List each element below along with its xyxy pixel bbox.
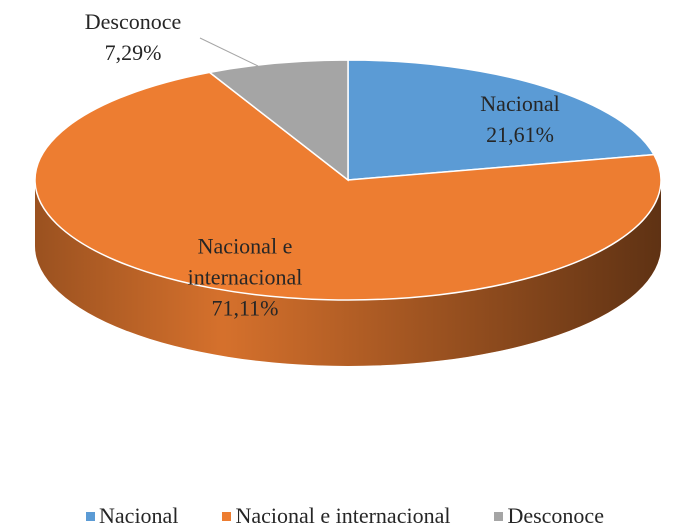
label-name: Desconoce (84, 9, 182, 34)
legend-swatch (494, 511, 504, 521)
legend: Nacional Nacional e internacional Desconoc… (0, 503, 690, 529)
legend-swatch (86, 511, 96, 521)
legend-item: Nacional e internacional (222, 503, 450, 529)
label-name: Nacional (480, 91, 560, 116)
pie-slice (207, 59, 349, 182)
label-value: 7,29% (104, 40, 162, 65)
legend-label: Nacional e internacional (235, 503, 451, 528)
data-label: Nacional 21,61% (445, 88, 595, 150)
label-value: 21,61% (486, 122, 554, 147)
leader-line (199, 37, 259, 67)
legend-swatch (222, 511, 232, 521)
pie-slice (347, 59, 656, 181)
pie-slice (34, 71, 662, 301)
legend-label: Desconoce (507, 503, 604, 528)
pie-side-shade (35, 180, 661, 366)
data-label: Nacional e internacional 71,11% (170, 231, 320, 324)
legend-item: Desconoce (494, 503, 604, 529)
data-label: Desconoce 7,29% (58, 6, 208, 68)
label-value: 71,11% (211, 295, 279, 321)
legend-item: Nacional (86, 503, 178, 529)
label-name: Nacional e internacional (187, 233, 303, 290)
legend-label: Nacional (99, 503, 179, 528)
